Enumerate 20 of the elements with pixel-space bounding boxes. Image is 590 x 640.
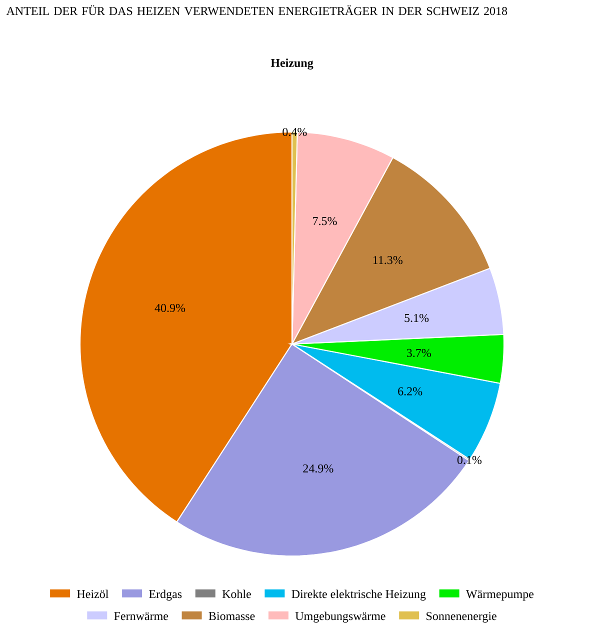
legend-label: Erdgas bbox=[149, 590, 182, 601]
data-label: 5.1% bbox=[404, 314, 429, 322]
data-label: 0.4% bbox=[282, 128, 307, 136]
legend-label: Sonnenenergie bbox=[426, 612, 496, 623]
data-label: 0.1% bbox=[457, 456, 482, 464]
data-label: 3.7% bbox=[406, 348, 431, 358]
chart-title: ANTEIL DER FÜR DAS HEIZEN VERWENDETEN ENERGIETRÄGER IN DER SCHWEIZ 2018 bbox=[6, 5, 508, 16]
data-label: 7.5% bbox=[313, 217, 337, 226]
data-label: 24.9% bbox=[303, 464, 334, 473]
data-label: 11.3% bbox=[373, 256, 402, 264]
legend-label: Umgebungswärme bbox=[295, 612, 386, 623]
legend-label: Wärmepumpe bbox=[466, 590, 534, 601]
legend-label: Fernwärme bbox=[114, 612, 168, 620]
chart-subtitle: Heizung bbox=[270, 58, 314, 70]
legend-label: Kohle bbox=[222, 590, 251, 598]
data-label: 6.2% bbox=[398, 387, 422, 396]
legend-label: Biomasse bbox=[208, 612, 255, 620]
legend-label: Heizöl bbox=[77, 590, 108, 598]
data-label: 40.9% bbox=[154, 304, 186, 312]
legend-label: Direkte elektrische Heizung bbox=[292, 590, 426, 601]
